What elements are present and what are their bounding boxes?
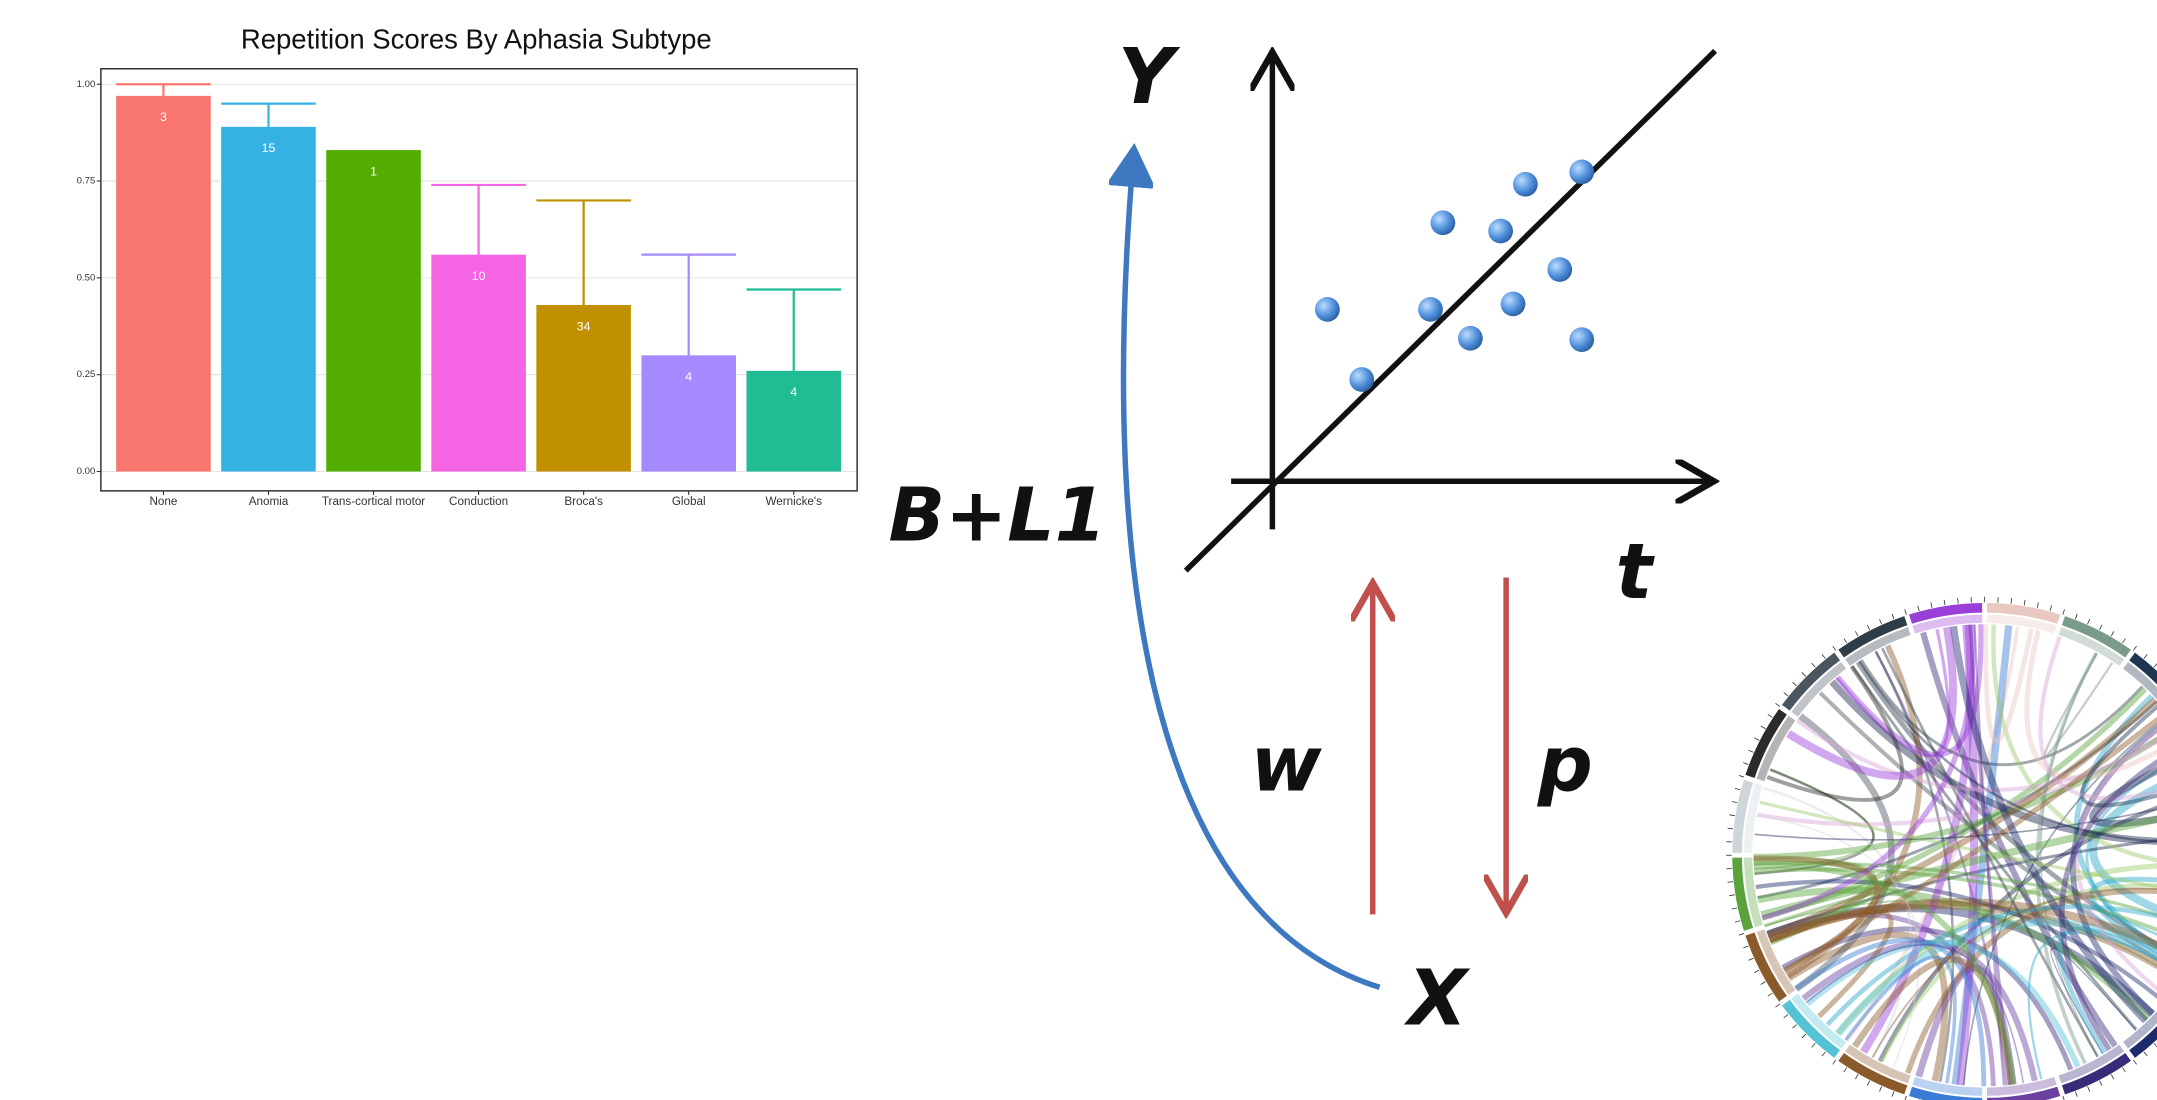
count-label: 10 <box>472 269 486 283</box>
chord-tick <box>1728 828 1733 829</box>
x-tick-label: Broca's <box>564 495 603 508</box>
y-tick-label: 0.25 <box>77 369 96 380</box>
y-tick-label: 0.75 <box>77 176 96 187</box>
diagram-point <box>1513 172 1538 197</box>
bar <box>116 96 211 472</box>
bar <box>431 255 526 472</box>
count-label: 4 <box>685 370 692 384</box>
bar <box>326 150 421 471</box>
diagram-point <box>1349 367 1374 392</box>
y-tick-label: 0.00 <box>77 466 96 477</box>
bar <box>221 127 316 472</box>
diagram-point <box>1569 160 1594 185</box>
diagram-label: t <box>1616 528 1656 617</box>
x-tick-label: Wernicke's <box>765 495 822 508</box>
diagram-label: Y <box>1118 33 1181 122</box>
diagram-point <box>1315 297 1340 322</box>
diagram-label: X <box>1404 954 1471 1043</box>
count-label: 15 <box>262 141 276 155</box>
diagram-point <box>1458 326 1483 351</box>
count-label: 3 <box>160 110 167 124</box>
diagram-point <box>1569 327 1594 352</box>
diagram-point <box>1431 210 1456 235</box>
bar-chart: Repetition Scores By Aphasia Subtype 0.0… <box>77 24 857 508</box>
chord-tick <box>1958 598 1959 603</box>
x-tick-label: Trans-cortical motor <box>322 495 425 508</box>
canvas: Repetition Scores By Aphasia Subtype 0.0… <box>0 0 2157 1100</box>
diagram-point <box>1547 257 1572 282</box>
count-label: 4 <box>790 385 797 399</box>
diagram-label: w <box>1251 721 1323 810</box>
x-tick-label: Global <box>672 495 706 508</box>
chord-tick <box>1728 882 1733 883</box>
x-tick-label: Conduction <box>449 495 508 508</box>
count-label: 34 <box>577 319 591 333</box>
diagram-point <box>1501 292 1526 317</box>
diagram-point <box>1418 297 1443 322</box>
x-tick-label: None <box>149 495 177 508</box>
y-tick-label: 0.50 <box>77 272 96 283</box>
diagram-label: B+L1 <box>888 471 1106 558</box>
chord-tick <box>2011 598 2012 603</box>
page: Repetition Scores By Aphasia Subtype 0.0… <box>0 0 2157 1100</box>
x-tick-label: Anomia <box>249 495 289 508</box>
y-tick-label: 1.00 <box>77 79 96 90</box>
diagram-point <box>1488 219 1513 244</box>
count-label: 1 <box>370 164 377 178</box>
chart-title: Repetition Scores By Aphasia Subtype <box>241 24 712 55</box>
diagram-label: p <box>1537 721 1593 810</box>
